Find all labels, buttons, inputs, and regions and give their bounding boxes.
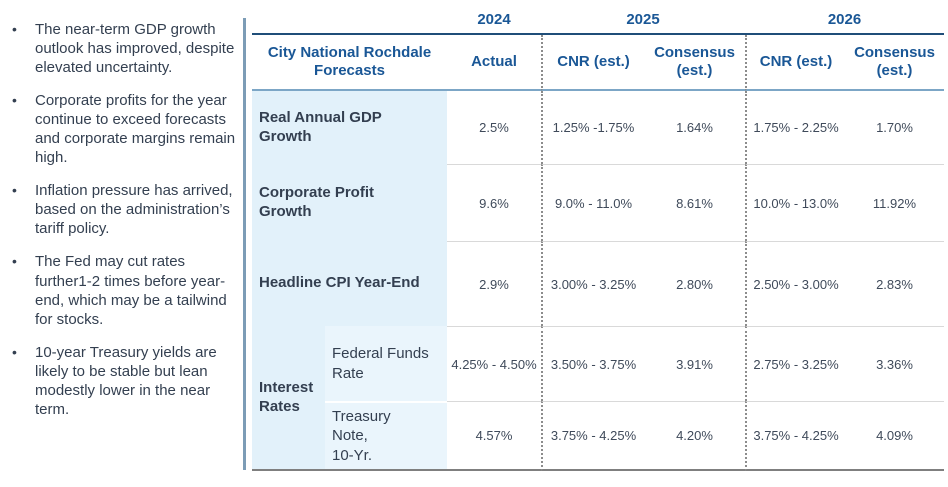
cell-tn-cnr-2025: 3.75% - 4.25% [541,401,644,471]
cell-cpi-cnr-2025: 3.00% - 3.25% [541,241,644,326]
cell-ffr-consensus-2026: 3.36% [845,326,944,401]
column-header-consensus-2026: Consensus (est.) [845,35,944,91]
year-header-2024: 2024 [447,5,541,35]
column-header-actual: Actual [447,35,541,91]
table-title: City National Rochdale Forecasts [252,35,447,91]
cell-gdp-consensus-2025: 1.64% [676,120,713,135]
row-label-headline-cpi: Headline CPI Year-End [252,241,447,326]
cell-tn-cnr-2026: 3.75% - 4.25% [745,401,845,471]
list-item: • 10-year Treasury yields are likely to … [12,343,236,419]
cell-ffr-cnr-2026: 2.75% - 3.25% [745,326,845,401]
commentary-panel: • The near-term GDP growth outlook has i… [12,20,236,433]
bullet-icon: • [12,92,17,109]
bullet-text: The near-term GDP growth outlook has imp… [35,21,235,77]
vertical-divider [243,18,246,470]
row-group-interest-rates: Interest Rates [252,326,325,471]
cell-ffr-actual: 4.25% - 4.50% [447,326,541,401]
bullet-icon: • [12,343,17,360]
cell-gdp-consensus-2026: 1.70% [876,120,913,135]
bullet-text: 10-year Treasury yields are likely to be… [35,343,217,418]
bullet-text: Inflation pressure has arrived, based on… [35,182,233,238]
cell-tn-consensus-2025: 4.20% [644,401,745,471]
cell-ffr-cnr-2025: 3.50% - 3.75% [541,326,644,401]
cell-profit-cnr-2025: 9.0% - 11.0% [541,164,644,241]
cell-tn-actual: 4.57% [447,401,541,471]
bullet-icon: • [12,182,17,199]
cell-cpi-cnr-2026: 2.50% - 3.00% [745,241,845,326]
list-item: • Inflation pressure has arrived, based … [12,181,236,238]
bullet-icon: • [12,253,17,270]
cell-profit-actual: 9.6% [447,164,541,241]
cell-ffr-consensus-2025: 3.91% [644,326,745,401]
cell-cpi-consensus-2025: 2.80% [644,241,745,326]
row-label-federal-funds-rate: Federal Funds Rate [325,326,447,401]
row-label-treasury-note: Treasury Note, 10-Yr. [325,401,447,471]
cell-profit-cnr-2026: 10.0% - 13.0% [745,164,845,241]
bullet-text: The Fed may cut rates further1-2 times b… [35,253,227,328]
list-item: • The near-term GDP growth outlook has i… [12,20,236,77]
forecast-table: 2024 2025 2026 City National Rochdale Fo… [252,5,944,471]
bullet-text: Corporate profits for the year continue … [35,92,236,167]
year-header-2025: 2025 [541,5,745,35]
cell-cpi-consensus-2026: 2.83% [845,241,944,326]
list-item: • Corporate profits for the year continu… [12,91,236,167]
cell-profit-consensus-2025: 8.61% [644,164,745,241]
cell-tn-consensus-2026: 4.09% [845,401,944,471]
list-item: • The Fed may cut rates further1-2 times… [12,252,236,328]
cell-gdp-actual: 2.5% [479,120,509,135]
year-row-spacer [252,5,447,35]
cell-gdp-cnr-2025: 1.25% -1.75% [541,91,644,164]
cell-cpi-actual: 2.9% [447,241,541,326]
bullet-icon: • [12,21,17,37]
year-header-2026: 2026 [745,5,944,35]
column-header-cnr-2026: CNR (est.) [745,35,845,91]
column-header-cnr-2025: CNR (est.) [541,35,644,91]
cell-profit-consensus-2026: 11.92% [845,164,944,241]
cell-gdp-cnr-2026: 1.75% - 2.25% [745,91,845,164]
row-label-corporate-profit: Corporate Profit Growth [252,164,447,241]
column-header-consensus-2025: Consensus (est.) [644,35,745,91]
row-label-gdp-growth: Real Annual GDP Growth [252,91,447,164]
